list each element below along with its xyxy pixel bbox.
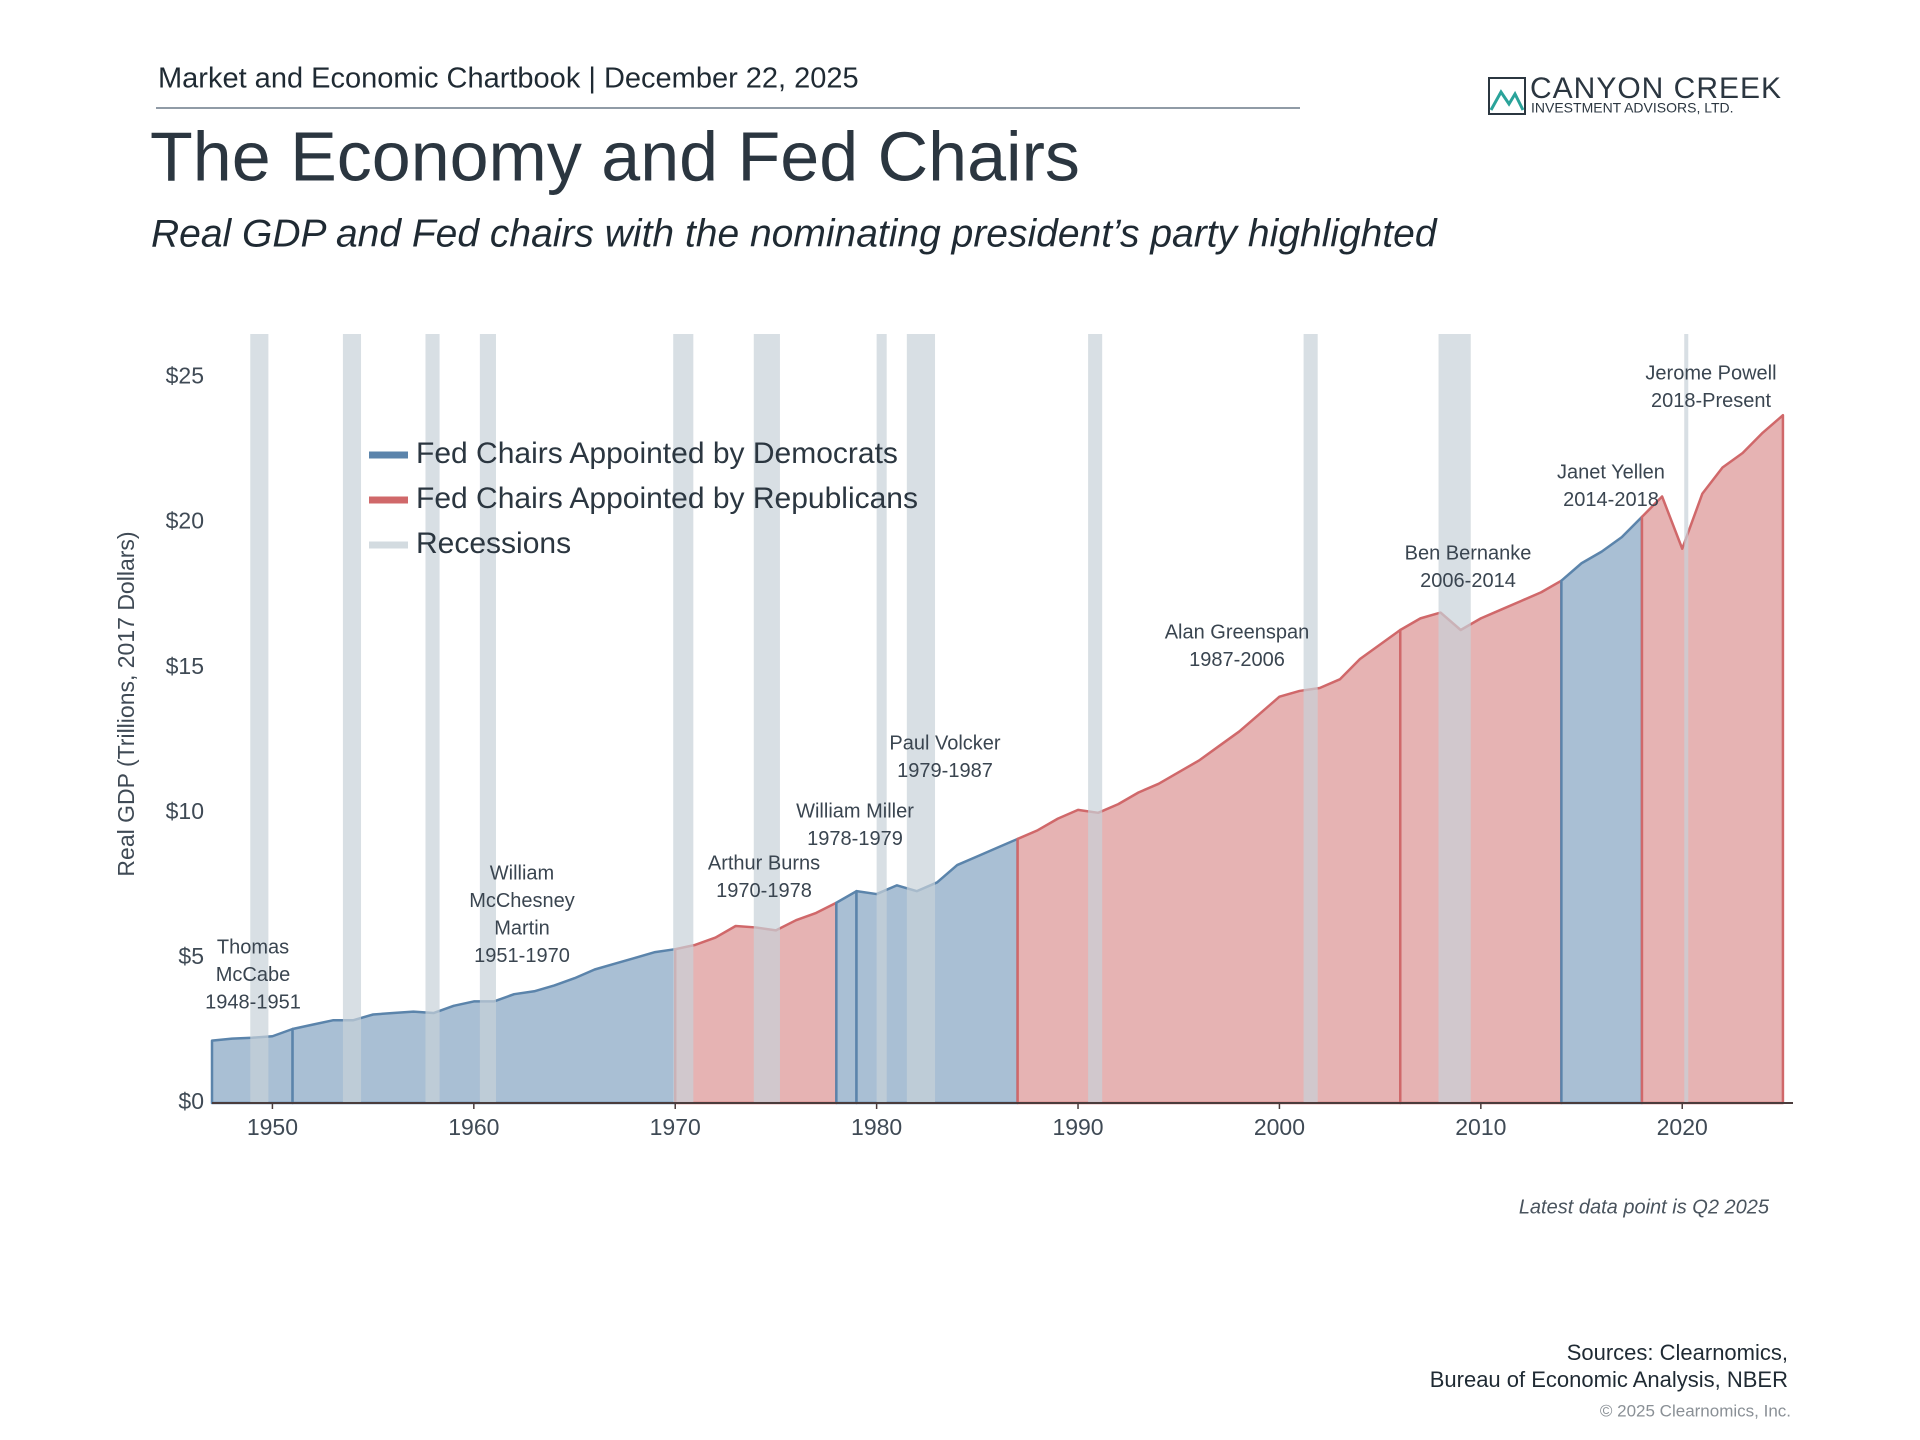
recession-band (673, 334, 694, 1103)
x-tick-label: 2000 (1254, 1114, 1305, 1140)
recession-band (753, 334, 780, 1103)
chair-label: 1951-1970 (474, 945, 570, 967)
y-tick-label: $5 (178, 943, 204, 969)
chair-label: Paul Volcker (889, 732, 1001, 754)
y-tick-label: $25 (166, 363, 204, 389)
gdp-area (1560, 515, 1644, 1105)
gdp-area (1016, 628, 1402, 1105)
recession-band (479, 334, 496, 1103)
x-tick-label: 1970 (650, 1114, 701, 1140)
recession-band (1303, 334, 1318, 1103)
chair-label: William Miller (796, 800, 914, 822)
chair-label: Thomas (217, 936, 289, 958)
y-tick-label: $15 (166, 653, 204, 679)
y-tick-label: $0 (178, 1088, 204, 1114)
chair-label: 1948-1951 (205, 991, 301, 1013)
title: The Economy and Fed Chairs (150, 117, 1080, 195)
sources: Bureau of Economic Analysis, NBER (1430, 1367, 1788, 1392)
chair-label: Ben Bernanke (1405, 542, 1532, 564)
x-tick-label: 1990 (1052, 1114, 1103, 1140)
chair-label: 1978-1979 (807, 828, 903, 850)
chair-label: McCabe (216, 964, 290, 986)
x-tick-label: 1950 (247, 1114, 298, 1140)
chair-label: Alan Greenspan (1165, 621, 1310, 643)
x-tick-label: 2010 (1455, 1114, 1506, 1140)
chair-label: Jerome Powell (1645, 362, 1776, 384)
plot: $0 $5 $10 $15 $20 $25 1950 1960 1970 1980 1990 2000… (166, 334, 1793, 1140)
recession-band (1438, 334, 1471, 1103)
chair-label: 1987-2006 (1189, 649, 1285, 671)
recession-band (1088, 334, 1103, 1103)
gdp-area (835, 889, 858, 1105)
recession-band (425, 334, 440, 1103)
logo: CANYON CREEK INVESTMENT ADVISORS, LTD. (1488, 72, 1782, 116)
subtitle: Real GDP and Fed chairs with the nominat… (151, 212, 1438, 255)
data-note: Latest data point is Q2 2025 (1519, 1196, 1770, 1218)
chair-label: 2018-Present (1651, 390, 1772, 412)
recession-band (342, 334, 362, 1103)
gdp-area (1399, 579, 1563, 1105)
y-tick-label: $10 (166, 798, 204, 824)
chair-label: Martin (494, 917, 550, 939)
chair-label: Arthur Burns (708, 852, 820, 874)
sources: Sources: Clearnomics, (1567, 1340, 1788, 1365)
chair-label: 2014-2018 (1563, 489, 1659, 511)
legend-label: Fed Chairs Appointed by Republicans (416, 482, 918, 515)
logo-mark (1489, 89, 1525, 111)
recession-band (1684, 334, 1689, 1103)
x-tick-label: 1980 (851, 1114, 902, 1140)
legend-label: Fed Chairs Appointed by Democrats (416, 437, 898, 470)
chair-label: 2006-2014 (1420, 570, 1516, 592)
legend-label: Recessions (416, 527, 571, 560)
chair-label: Janet Yellen (1557, 461, 1665, 483)
recession-band (250, 334, 269, 1103)
recession-band (876, 334, 887, 1103)
chair-label: William (490, 862, 554, 884)
gdp-area (1640, 414, 1785, 1105)
x-tick-label: 1960 (448, 1114, 499, 1140)
logo-tagline: INVESTMENT ADVISORS, LTD. (1531, 100, 1734, 116)
recession-band (906, 334, 936, 1103)
chair-label: 1979-1987 (897, 760, 993, 782)
y-axis-title: Real GDP (Trillions, 2017 Dollars) (113, 531, 139, 876)
chair-label: McChesney (469, 890, 575, 912)
chair-label: 1970-1978 (716, 880, 812, 902)
logo-name: CANYON CREEK (1530, 72, 1782, 105)
y-tick-label: $20 (166, 508, 204, 534)
logo-frame (1488, 77, 1526, 115)
kicker: Market and Economic Chartbook | December… (158, 63, 859, 95)
copyright: © 2025 Clearnomics, Inc. (1600, 1401, 1791, 1420)
x-tick-label: 2020 (1657, 1114, 1708, 1140)
